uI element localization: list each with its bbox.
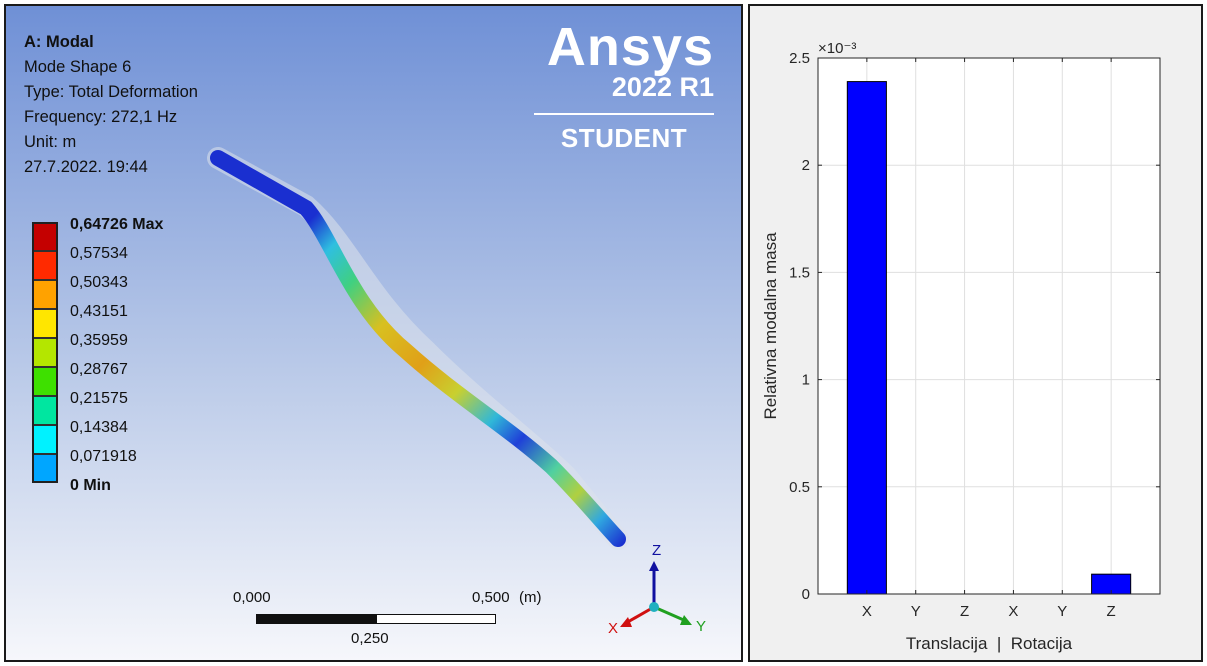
scale-mid-label: 0,250 bbox=[351, 630, 389, 647]
legend-swatch bbox=[32, 338, 58, 367]
unit-label: Unit: m bbox=[24, 133, 77, 151]
x-axis-label: Translacija | Rotacija bbox=[906, 634, 1073, 653]
triad-x-label: X bbox=[608, 620, 618, 637]
scale-start-label: 0,000 bbox=[233, 589, 271, 606]
result-info-block: A: Modal Mode Shape 6 Type: Total Deform… bbox=[24, 30, 198, 180]
y-axis-label: Relativna modalna masa bbox=[761, 232, 780, 420]
modal-mass-bar-chart: 0 0.5 1 1.5 2 2.5 X Y Z X Y Z ×10⁻³ Relativna modal… bbox=[761, 40, 1161, 653]
y-tick-label: 1.5 bbox=[789, 264, 810, 281]
y-tick-label: 0.5 bbox=[789, 479, 810, 496]
triad-origin bbox=[649, 602, 659, 612]
bar-layer bbox=[846, 81, 1132, 595]
scale-end-label: 0,500 bbox=[472, 589, 510, 606]
triad-y-label: Y bbox=[696, 618, 706, 635]
frequency-label: Frequency: 272,1 Hz bbox=[24, 108, 178, 126]
legend-label: 0,071918 bbox=[70, 448, 137, 465]
legend-label: 0,57534 bbox=[70, 245, 128, 262]
legend-label: 0,64726 Max bbox=[70, 216, 164, 233]
y-exponent-label: ×10⁻³ bbox=[818, 40, 856, 57]
scale-bar-black bbox=[256, 614, 376, 624]
scale-unit-label: (m) bbox=[519, 589, 542, 606]
x-tick-label: Z bbox=[1107, 603, 1116, 620]
deformed-pipe bbox=[210, 150, 626, 547]
legend-label: 0,14384 bbox=[70, 419, 128, 436]
ansys-result-view: A: Modal Mode Shape 6 Type: Total Deform… bbox=[4, 4, 743, 662]
tick-layer: 0 0.5 1 1.5 2 2.5 X Y Z X Y Z bbox=[789, 50, 1160, 620]
legend-label: 0,28767 bbox=[70, 361, 128, 378]
axes-box bbox=[817, 57, 1161, 595]
y-tick-label: 0 bbox=[802, 586, 810, 603]
scale-bar-white bbox=[376, 614, 496, 624]
timestamp-label: 27.7.2022. 19:44 bbox=[24, 158, 148, 176]
mode-shape-label: Mode Shape 6 bbox=[24, 58, 132, 76]
x-tick-label: Y bbox=[1057, 603, 1067, 620]
logo-version: 2022 R1 bbox=[611, 72, 714, 102]
deformed-pipe-model bbox=[207, 147, 629, 550]
x-tick-label: Y bbox=[911, 603, 921, 620]
triad-x-arrow bbox=[620, 617, 632, 627]
legend-label: 0,50343 bbox=[70, 274, 128, 291]
triad-y-axis bbox=[653, 605, 687, 623]
triad-x-axis bbox=[625, 605, 655, 625]
analysis-title: A: Modal bbox=[24, 33, 94, 51]
matlab-figure: 0 0.5 1 1.5 2 2.5 X Y Z X Y Z ×10⁻³ Relativna modal… bbox=[748, 4, 1203, 662]
y-tick-label: 1 bbox=[802, 372, 810, 389]
triad-y-arrow bbox=[680, 615, 692, 625]
legend-label: 0,43151 bbox=[70, 303, 128, 320]
x-tick-label: Z bbox=[960, 603, 969, 620]
triad-z-arrow bbox=[649, 561, 659, 571]
legend-label: 0,35959 bbox=[70, 332, 128, 349]
bar-x bbox=[846, 81, 887, 595]
y-tick-label: 2 bbox=[802, 157, 810, 174]
x-tick-label: X bbox=[862, 603, 872, 620]
coordinate-triad: Z Y X bbox=[608, 542, 706, 637]
logo-edition: STUDENT bbox=[560, 123, 688, 153]
result-type-label: Type: Total Deformation bbox=[24, 83, 198, 101]
legend-label: 0,21575 bbox=[70, 390, 128, 407]
y-tick-label: 2.5 bbox=[789, 50, 810, 67]
x-tick-label: X bbox=[1008, 603, 1018, 620]
logo-divider bbox=[534, 113, 714, 115]
legend-label: 0 Min bbox=[70, 477, 111, 494]
triad-z-label: Z bbox=[652, 542, 661, 559]
ansys-logo: Ansys 2022 R1 STUDENT bbox=[534, 16, 714, 154]
legend-color-bar-outline bbox=[32, 222, 58, 483]
logo-brand: Ansys bbox=[546, 17, 714, 77]
legend-swatch bbox=[32, 454, 58, 483]
